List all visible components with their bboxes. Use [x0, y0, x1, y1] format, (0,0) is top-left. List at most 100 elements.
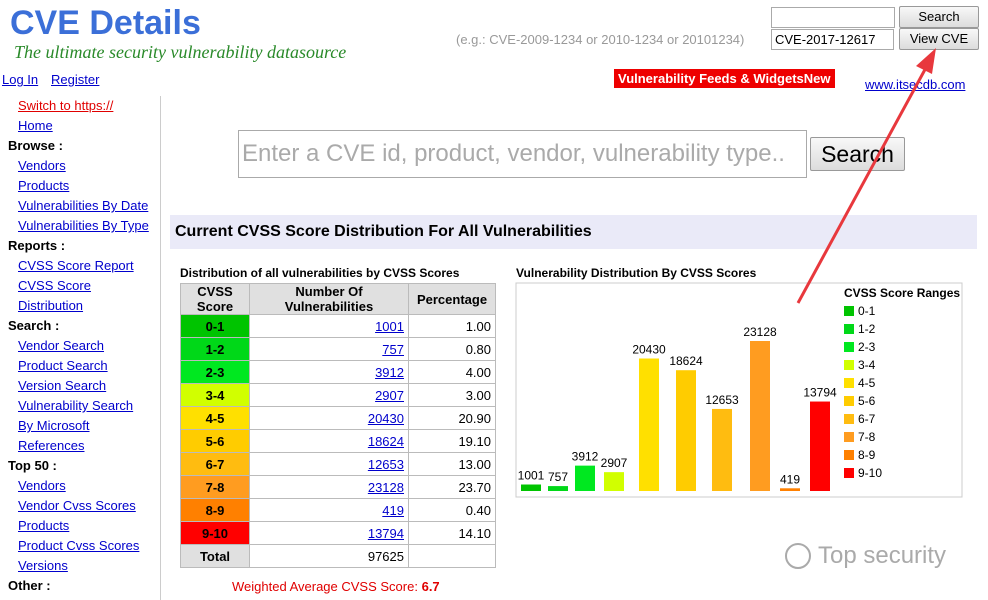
score-cell: 6-7 — [180, 452, 250, 476]
legend-label: 0-1 — [858, 304, 876, 318]
login[interactable]: Log In — [2, 72, 39, 87]
count-cell: 3912 — [249, 360, 409, 384]
sidebar-heading: Top 50 : — [8, 458, 57, 473]
sidebar-link[interactable]: Vendors — [18, 158, 66, 173]
main-search-button[interactable]: Search — [810, 137, 905, 171]
legend-label: 8-9 — [858, 448, 876, 462]
legend-swatch — [844, 396, 854, 406]
sidebar: Switch to https:// Home Browse : Vendors Pro… — [0, 96, 161, 600]
legend-swatch — [844, 468, 854, 478]
main-search-input[interactable]: Enter a CVE id, product, vendor, vulnera… — [238, 130, 807, 178]
search-button[interactable]: Search — [899, 6, 979, 28]
legend-label: 9-10 — [858, 466, 882, 480]
legend-swatch — [844, 450, 854, 460]
empty-cell — [408, 544, 496, 568]
score-cell: 9-10 — [180, 521, 250, 545]
bar — [604, 472, 624, 491]
weighted-label: Weighted Average CVSS Score: — [232, 579, 418, 594]
percent-cell: 19.10 — [408, 429, 496, 453]
sidebar-heading: Other : — [8, 578, 51, 593]
sidebar-link[interactable]: CVSS Score Report — [18, 258, 134, 273]
score-cell: 5-6 — [180, 429, 250, 453]
count-cell: 419 — [249, 498, 409, 522]
column-header: Percentage — [408, 283, 496, 315]
sidebar-link[interactable]: Vendors — [18, 478, 66, 493]
value-label: 23128 — [743, 325, 777, 339]
sidebar-link[interactable]: Product Search — [18, 358, 108, 373]
sidebar-link[interactable]: Vulnerability Search — [18, 398, 134, 413]
count-link[interactable]: 3912 — [375, 364, 404, 380]
sidebar-link[interactable]: Product Cvss Scores — [18, 538, 140, 553]
count-link[interactable]: 20430 — [367, 410, 404, 426]
column-header: CVSS Score — [180, 283, 250, 315]
count-cell: 18624 — [249, 429, 409, 453]
percent-cell: 20.90 — [408, 406, 496, 430]
value-label: 757 — [548, 470, 568, 484]
count-link[interactable]: 2907 — [375, 387, 404, 403]
count-link[interactable]: 419 — [382, 502, 404, 518]
count-link[interactable]: 757 — [382, 341, 404, 357]
sidebar-heading: Search : — [8, 318, 60, 333]
watermark-icon — [785, 543, 811, 569]
count-cell: 12653 — [249, 452, 409, 476]
table-row: 4-5 20430 20.90 — [180, 406, 496, 430]
value-label: 12653 — [705, 393, 739, 407]
legend-swatch — [844, 324, 854, 334]
sidebar-heading: Browse : — [8, 138, 63, 153]
sidebar-alert[interactable]: Switch to https:// — [18, 98, 114, 113]
percent-cell: 14.10 — [408, 521, 496, 545]
count-link[interactable]: 12653 — [367, 456, 404, 472]
sidebar-heading: Reports : — [8, 238, 66, 253]
sidebar-link[interactable]: Versions — [18, 558, 68, 573]
legend-label: 1-2 — [858, 322, 876, 336]
count-link[interactable]: 18624 — [367, 433, 404, 449]
score-cell: 4-5 — [180, 406, 250, 430]
search-input[interactable] — [771, 7, 895, 28]
percent-cell: 4.00 — [408, 360, 496, 384]
sidebar-link[interactable]: Products — [18, 518, 70, 533]
table: CVSS Score Number Of Vulnerabilities Perce… — [180, 283, 496, 568]
sidebar-link[interactable]: By Microsoft References — [18, 418, 90, 453]
value-label: 2907 — [601, 456, 628, 470]
watermark: Top security — [818, 542, 946, 569]
value-label: 13794 — [803, 386, 837, 400]
column-header: Number Of Vulnerabilities — [249, 283, 409, 315]
count-link[interactable]: 23128 — [367, 479, 404, 495]
count-link[interactable]: 1001 — [375, 318, 404, 334]
count-cell: 1001 — [249, 314, 409, 338]
value-label: 20430 — [632, 342, 666, 356]
sidebar-link[interactable]: Vulnerabilities By Date — [18, 198, 149, 213]
cve-input[interactable]: CVE-2017-12617 — [771, 29, 894, 50]
sidebar-link[interactable]: Products — [18, 178, 70, 193]
register[interactable]: Register — [51, 72, 100, 87]
view-button[interactable]: View CVE — [899, 28, 979, 50]
weighted: Weighted Average CVSS Score: 6.7 — [232, 579, 440, 594]
total-value: 97625 — [249, 544, 409, 568]
value-label: 3912 — [572, 450, 599, 464]
example: (e.g.: CVE-2009-1234 or 2010-1234 or 201… — [456, 32, 745, 47]
legend-label: 6-7 — [858, 412, 876, 426]
table-row: 2-3 3912 4.00 — [180, 360, 496, 384]
value-label: 419 — [780, 472, 800, 486]
table-row: 3-4 2907 3.00 — [180, 383, 496, 407]
annotation-arrow — [796, 48, 936, 304]
score-cell: 8-9 — [180, 498, 250, 522]
site-title[interactable]: CVE Details — [10, 4, 201, 42]
feeds[interactable]: Vulnerability Feeds & WidgetsNew — [614, 69, 835, 88]
legend-label: 4-5 — [858, 376, 876, 390]
chart-frame — [515, 282, 963, 498]
sidebar-link[interactable]: Home — [18, 118, 53, 133]
sidebar-link[interactable]: Vulnerabilities By Type — [18, 218, 149, 233]
count-link[interactable]: 13794 — [367, 525, 404, 541]
sidebar-link[interactable]: Vendor Cvss Scores — [18, 498, 136, 513]
table-row: 5-6 18624 19.10 — [180, 429, 496, 453]
tagline: The ultimate security vulnerability data… — [14, 42, 347, 62]
legend-label: 2-3 — [858, 340, 876, 354]
sidebar-link[interactable]: Vendor Search — [18, 338, 105, 353]
sidebar-link[interactable]: Version Search — [18, 378, 107, 393]
bar — [548, 486, 568, 491]
bar — [750, 341, 770, 491]
sidebar-link[interactable]: CVSS Score Distribution — [18, 278, 91, 313]
weighted-value: 6.7 — [421, 579, 440, 594]
